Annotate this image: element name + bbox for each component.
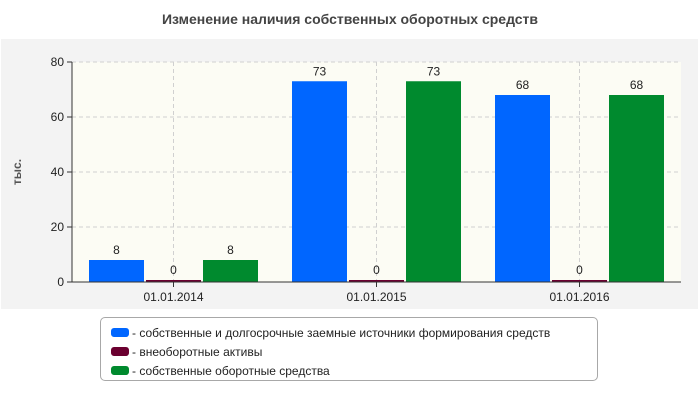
bar	[552, 280, 607, 282]
data-label: 0	[373, 263, 380, 277]
data-label: 68	[630, 78, 644, 92]
x-tick-label: 01.01.2015	[346, 290, 406, 304]
bar	[89, 260, 144, 282]
bar	[609, 95, 664, 282]
bar	[146, 280, 201, 282]
legend-label: - собственные и долгосрочные заемные ист…	[132, 325, 551, 340]
data-label: 73	[427, 64, 441, 78]
data-label: 0	[576, 263, 583, 277]
bar	[203, 260, 258, 282]
chart-title: Изменение наличия собственных оборотных …	[161, 11, 539, 27]
data-label: 73	[313, 64, 327, 78]
y-tick-label: 0	[57, 275, 64, 289]
legend-label: - внеоборотные активы	[132, 344, 263, 359]
grid-lines	[72, 61, 681, 282]
x-tick-label: 01.01.2016	[549, 290, 609, 304]
legend-swatch	[111, 328, 129, 337]
legend-item: - собственные оборотные средства	[111, 361, 597, 380]
bar	[495, 95, 550, 282]
y-tick-label: 60	[51, 110, 65, 124]
y-tick-label: 80	[51, 55, 65, 69]
data-labels: 8 73 68 0 0 0 8 73 68	[113, 64, 643, 277]
legend-label: - собственные оборотные средства	[132, 363, 330, 378]
legend-swatch	[111, 347, 129, 356]
data-label: 8	[113, 243, 120, 257]
y-axis-label: тыс.	[10, 159, 24, 185]
x-tick-label: 01.01.2014	[143, 290, 203, 304]
bar	[349, 280, 404, 282]
data-label: 8	[227, 243, 234, 257]
data-label: 0	[170, 263, 177, 277]
bar	[292, 81, 347, 282]
bar	[406, 81, 461, 282]
legend-swatch	[111, 366, 129, 375]
y-tick-label: 20	[51, 220, 65, 234]
legend-item: - собственные и долгосрочные заемные ист…	[111, 323, 597, 342]
legend-item: - внеоборотные активы	[111, 342, 597, 361]
legend: - собственные и долгосрочные заемные ист…	[100, 317, 598, 381]
data-label: 68	[516, 78, 530, 92]
y-tick-label: 40	[51, 165, 65, 179]
bars	[89, 81, 664, 282]
